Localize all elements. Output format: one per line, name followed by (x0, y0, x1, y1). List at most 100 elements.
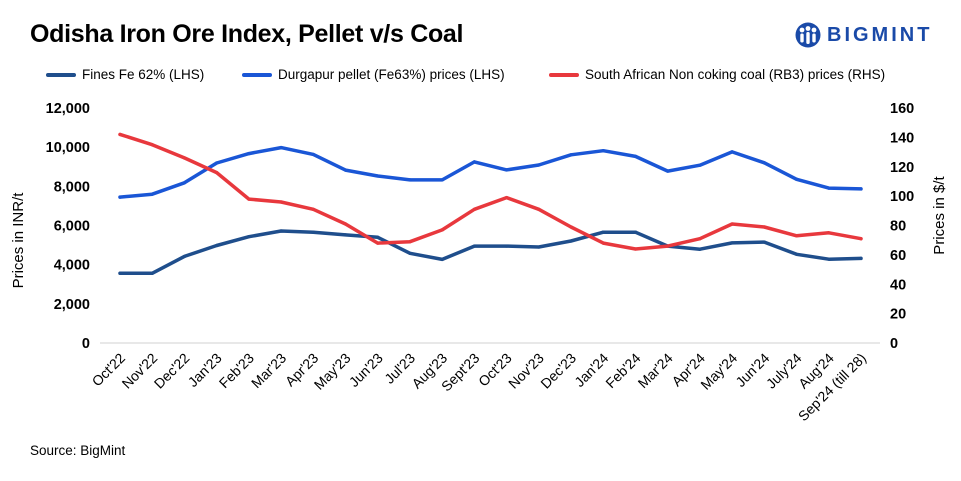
legend-label-coal: South African Non coking coal (RB3) pric… (585, 67, 886, 82)
legend-label-pellet: Durgapur pellet (Fe63%) prices (LHS) (278, 67, 505, 82)
data-point-series-3 (859, 237, 863, 241)
legend-item-pellet: Durgapur pellet (Fe63%) prices (LHS) (242, 67, 505, 82)
x-tick-label: Mar'23 (248, 350, 289, 391)
y-tick-right: 40 (890, 277, 906, 293)
series-line-2 (118, 145, 863, 199)
logo-icon (795, 22, 821, 48)
data-point-series-3 (762, 225, 766, 229)
data-point-series-2 (343, 168, 348, 172)
data-point-series-2 (794, 177, 799, 181)
x-tick-label: Nov'22 (119, 350, 161, 392)
data-point-series-2 (150, 192, 154, 196)
y-tick-right: 160 (890, 101, 914, 117)
source-note: Source: BigMint (30, 443, 126, 458)
data-point-series-1 (633, 230, 638, 234)
data-point-series-1 (794, 252, 799, 256)
legend-item-coal: South African Non coking coal (RB3) pric… (549, 67, 885, 82)
data-point-series-2 (215, 161, 219, 165)
legend: Fines Fe 62% (LHS) Durgapur pellet (Fe63… (0, 67, 961, 87)
y-tick-right: 100 (890, 189, 914, 205)
data-point-series-3 (279, 200, 283, 204)
data-point-series-2 (505, 168, 509, 172)
y-tick-right: 60 (890, 248, 906, 264)
x-tick-label: Feb'24 (602, 350, 643, 391)
data-point-series-1 (150, 271, 154, 275)
data-point-series-3 (505, 195, 509, 200)
y-tick-left: 10,000 (46, 140, 90, 156)
data-point-series-1 (859, 256, 863, 260)
bigmint-logo: BIGMINT (795, 22, 932, 48)
data-point-series-2 (440, 178, 444, 182)
data-point-series-3 (215, 171, 219, 175)
data-point-series-2 (859, 187, 863, 191)
chart-title: Odisha Iron Ore Index, Pellet v/s Coal (30, 20, 464, 48)
x-tick-label: May'24 (697, 350, 740, 393)
data-point-series-3 (150, 143, 154, 147)
y-tick-right: 120 (890, 160, 914, 176)
y-tick-left: 4,000 (54, 258, 90, 274)
x-tick-label: Dec'23 (537, 350, 579, 392)
data-point-series-1 (537, 245, 541, 249)
y-tick-right: 80 (890, 219, 906, 235)
y-tick-right: 140 (890, 130, 914, 146)
y-axis-title-right: Prices in $/t (931, 175, 948, 254)
x-tick-label: Feb'23 (216, 350, 257, 391)
y-tick-right: 0 (890, 336, 898, 352)
data-point-series-1 (730, 241, 734, 245)
data-point-series-1 (408, 251, 412, 255)
data-point-series-1 (440, 257, 444, 261)
data-point-series-2 (827, 186, 831, 190)
data-point-series-2 (376, 174, 380, 178)
series-line-3 (118, 132, 863, 251)
data-point-series-1 (505, 244, 509, 248)
legend-item-fines: Fines Fe 62% (LHS) (46, 67, 204, 82)
data-point-series-3 (440, 228, 444, 232)
logo-text: BIGMINT (827, 23, 933, 46)
data-point-series-3 (472, 207, 476, 211)
data-point-series-1 (215, 243, 219, 248)
x-tick-label: Nov'23 (505, 350, 547, 392)
data-point-series-1 (472, 244, 476, 248)
data-point-series-3 (118, 132, 122, 137)
data-point-series-1 (698, 247, 702, 251)
y-tick-left: 12,000 (46, 101, 90, 117)
data-point-series-1 (182, 254, 187, 259)
data-point-series-3 (343, 222, 348, 226)
data-point-series-2 (182, 181, 187, 185)
data-point-series-3 (827, 231, 831, 235)
data-point-series-2 (666, 169, 670, 173)
data-point-series-3 (408, 240, 412, 244)
data-point-series-3 (311, 207, 315, 211)
y-tick-left: 8,000 (54, 179, 90, 195)
legend-swatch-fines (46, 72, 76, 77)
legend-label-fines: Fines Fe 62% (LHS) (82, 67, 205, 82)
legend-swatch-coal (549, 72, 579, 77)
data-point-series-2 (118, 195, 122, 199)
data-point-series-3 (730, 222, 734, 226)
data-point-series-2 (311, 152, 315, 157)
x-tick-label: July'24 (763, 350, 805, 392)
data-point-series-3 (376, 241, 380, 245)
data-point-series-2 (601, 149, 605, 153)
data-point-series-3 (601, 241, 605, 245)
y-axis-title-left: Prices in INR/t (10, 192, 27, 289)
data-point-series-2 (279, 145, 283, 150)
data-point-series-1 (247, 235, 251, 239)
y-tick-left: 2,000 (54, 297, 90, 313)
data-point-series-2 (537, 163, 541, 167)
y-tick-left: 6,000 (54, 219, 90, 235)
data-point-series-1 (279, 229, 283, 233)
x-tick-label: Dec'22 (151, 350, 193, 392)
legend-swatch-pellet (242, 72, 272, 77)
data-point-series-2 (762, 161, 766, 165)
data-point-series-2 (698, 163, 702, 167)
data-point-series-1 (311, 230, 315, 234)
data-point-series-2 (472, 160, 476, 164)
data-point-series-3 (182, 156, 187, 160)
data-point-series-2 (569, 153, 573, 157)
data-point-series-3 (794, 234, 799, 238)
y-tick-right: 20 (890, 307, 906, 323)
series-line-1 (118, 229, 863, 276)
data-point-series-1 (601, 230, 605, 234)
